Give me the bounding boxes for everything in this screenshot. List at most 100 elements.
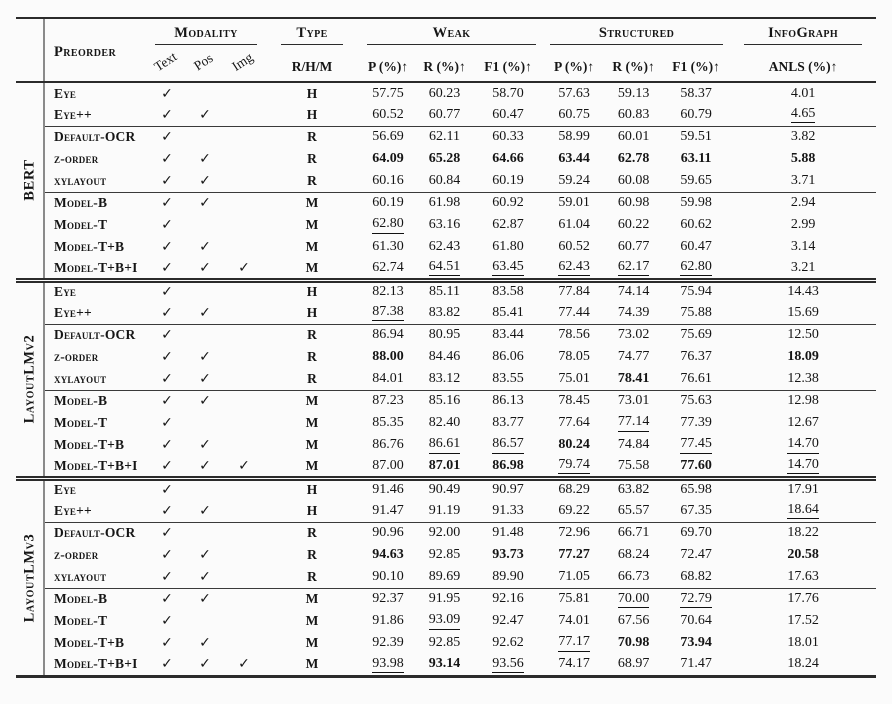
metric-value: 83.55 (492, 370, 524, 386)
metric-value: 17.52 (787, 613, 819, 628)
structured-metric-cell: 77.39 (662, 412, 730, 434)
weak-metric-cell: 85.11 (416, 277, 474, 302)
check-icon: ✓ (161, 259, 173, 276)
check-icon: ✓ (199, 393, 211, 410)
modality-check-cell: ✓ (148, 323, 186, 346)
row-label: z-order (43, 346, 148, 368)
weak-metric-cell: 86.57 (473, 434, 543, 456)
check-icon: ✓ (161, 327, 173, 344)
structured-metric-cell: 75.58 (605, 456, 662, 478)
check-icon: ✓ (238, 656, 250, 673)
metric-value: 61.80 (492, 239, 524, 254)
check-icon: ✓ (161, 457, 173, 474)
weak-metric-cell: 85.16 (416, 389, 474, 412)
table-row: Default-OCR ✓ R 90.96 92.00 91.48 72.96 66.71 69… (16, 521, 877, 544)
metric-value: 85.35 (372, 415, 404, 430)
modality-check-cell: ✓ (224, 258, 264, 280)
type-cell: M (305, 457, 319, 473)
row-label: Model-T+B+I (43, 654, 148, 676)
modality-check-cell (224, 587, 265, 610)
structured-p-header: P (%)↑ (543, 45, 606, 83)
metric-value: 65.98 (680, 482, 712, 498)
check-icon: ✓ (199, 304, 211, 321)
modality-check-cell (224, 148, 264, 170)
modality-check-cell: ✓ (186, 587, 224, 610)
structured-metric-cell: 75.69 (662, 323, 731, 346)
metric-value: 58.99 (558, 129, 590, 145)
modality-check-cell (224, 475, 265, 500)
structured-metric-cell: 68.29 (543, 475, 606, 500)
metric-value: 60.52 (558, 239, 590, 254)
structured-metric-cell: 70.98 (605, 632, 662, 654)
structured-header: Structured (543, 17, 731, 45)
metric-value: 75.88 (680, 304, 712, 320)
check-icon: ✓ (161, 370, 173, 387)
modality-check-cell: ✓ (186, 104, 224, 126)
weak-metric-cell: 82.40 (416, 412, 473, 434)
check-icon: ✓ (199, 635, 211, 651)
metric-value: 62.74 (372, 259, 404, 275)
modality-check-cell: ✓ (148, 632, 186, 654)
modality-check-cell: ✓ (148, 191, 186, 214)
metric-value: 60.83 (617, 106, 650, 122)
metric-value: 60.16 (372, 172, 404, 188)
weak-metric-cell: 83.77 (473, 412, 543, 434)
check-icon: ✓ (161, 349, 173, 365)
type-cell: H (306, 106, 318, 122)
metric-value: 18.09 (787, 349, 819, 364)
metric-value: 74.77 (617, 349, 650, 364)
weak-metric-cell: 88.00 (360, 346, 416, 368)
row-label: Model-T+B (43, 632, 148, 654)
modality-check-cell (224, 277, 265, 302)
weak-metric-cell: 83.82 (416, 302, 473, 324)
metric-value: 92.00 (428, 525, 461, 541)
type-header-label: Type (281, 24, 344, 45)
structured-metric-cell: 75.94 (662, 277, 731, 302)
modality-col-img: Img (224, 45, 265, 83)
modality-check-cell: ✓ (224, 456, 264, 478)
modality-check-cell: ✓ (186, 368, 224, 390)
modality-check-cell: ✓ (186, 500, 224, 522)
metric-value: 75.69 (680, 327, 712, 343)
modality-check-cell: ✓ (148, 258, 186, 280)
metric-value: 75.81 (558, 591, 590, 607)
metric-value: 88.00 (372, 349, 404, 364)
metric-value: 80.95 (428, 327, 461, 343)
weak-metric-cell: 80.95 (416, 323, 474, 346)
model-group-label-text: LayoutLMv2 (21, 334, 37, 424)
weak-metric-cell: 92.85 (416, 544, 473, 566)
metric-value: 92.47 (492, 613, 524, 628)
weak-metric-cell: 92.00 (416, 521, 474, 544)
structured-metric-cell: 59.13 (605, 82, 662, 104)
metric-value: 63.11 (680, 151, 712, 166)
anls-cell: 17.52 (730, 610, 876, 632)
row-label: xylayout (43, 368, 148, 390)
type-cell: M (305, 415, 319, 430)
metric-value: 60.22 (617, 217, 650, 232)
check-icon: ✓ (199, 568, 211, 585)
metric-value: 91.95 (428, 591, 461, 607)
weak-metric-cell: 60.47 (473, 104, 543, 126)
metric-value: 71.05 (558, 568, 590, 584)
table-row: xylayout ✓ ✓ R 90.10 89.69 89.90 71.05 66.73 68.8… (16, 566, 876, 588)
metric-value: 77.27 (558, 547, 590, 562)
metric-value: 67.35 (680, 502, 712, 518)
modality-check-cell: ✓ (186, 566, 224, 588)
metric-value: 75.01 (558, 370, 590, 386)
weak-metric-cell: 62.43 (416, 236, 473, 258)
structured-metric-cell: 59.98 (662, 191, 731, 214)
modality-col-text: Text (148, 45, 186, 83)
structured-metric-cell: 77.27 (543, 544, 605, 566)
metric-value: 14.70 (787, 457, 819, 475)
row-label: Eye++ (43, 104, 148, 126)
check-icon: ✓ (199, 370, 211, 387)
metric-value: 86.57 (492, 436, 524, 454)
metric-value: 77.45 (680, 436, 712, 454)
weak-metric-cell: 91.33 (473, 500, 543, 522)
metric-value: 70.00 (617, 591, 650, 608)
anls-cell: 5.88 (730, 148, 876, 170)
weak-metric-cell: 60.23 (416, 82, 473, 104)
structured-metric-cell: 60.08 (605, 170, 662, 192)
modality-check-cell: ✓ (186, 632, 224, 654)
modality-check-cell (224, 302, 264, 324)
